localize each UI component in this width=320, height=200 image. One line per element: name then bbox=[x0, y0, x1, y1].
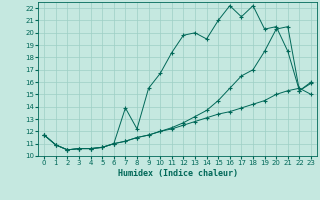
X-axis label: Humidex (Indice chaleur): Humidex (Indice chaleur) bbox=[118, 169, 238, 178]
